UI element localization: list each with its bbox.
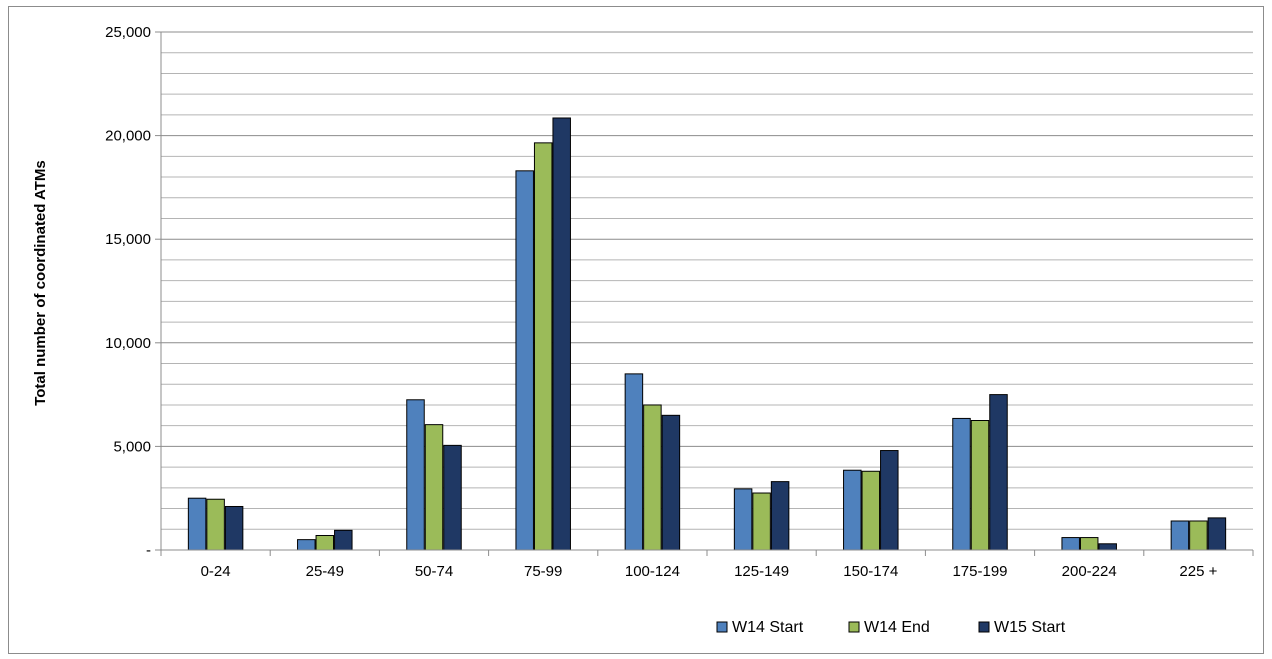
bar-w15-start-175-199: [989, 394, 1008, 551]
legend-swatch-w14-end: [848, 621, 860, 633]
y-tick-label: -: [146, 542, 151, 559]
bars: [187, 117, 1227, 551]
bar-w15-start-0-24: [224, 505, 244, 551]
bar-w14-start-125-149: [733, 488, 753, 551]
bar-w14-start-200-224: [1061, 537, 1080, 551]
bar-chart: - 5,000 10,000 15,000 20,000 25,000 0-24 25-49…: [32, 24, 1254, 636]
bar-w14-start-150-174: [843, 469, 862, 551]
bar-w15-start-200-224: [1098, 543, 1117, 551]
legend-swatch-w14-start: [716, 621, 728, 633]
bar-w15-start-25-49: [334, 529, 353, 551]
y-tick-label: 10,000: [105, 335, 151, 352]
y-axis-title: Total number of coordinated ATMs: [32, 160, 49, 406]
gridlines: [161, 31, 1253, 530]
y-tick-label: 20,000: [105, 128, 151, 145]
y-tick-label: 25,000: [105, 24, 151, 41]
bar-w14-end-100-124: [643, 404, 662, 551]
x-tick-label: 0-24: [201, 563, 231, 580]
bar-w14-end-125-149: [752, 492, 771, 551]
bar-w14-end-200-224: [1079, 537, 1099, 551]
legend-label: W14 Start: [732, 619, 804, 636]
x-tick-label: 100-124: [625, 563, 680, 580]
legend-swatch-w15-start: [978, 621, 990, 633]
bar-w14-start-75-99: [515, 170, 534, 551]
x-tick-label: 75-99: [524, 563, 562, 580]
x-tick-label: 150-174: [843, 563, 898, 580]
axes: [160, 32, 1253, 551]
bar-w14-end-225+: [1189, 520, 1208, 551]
bar-w14-start-225+: [1170, 520, 1190, 551]
chart-frame: - 5,000 10,000 15,000 20,000 25,000 0-24 25-49…: [8, 6, 1264, 654]
legend-label: W14 End: [864, 619, 930, 636]
x-tick-label: 200-224: [1062, 563, 1117, 580]
bar-w15-start-100-124: [661, 414, 681, 551]
y-tick-labels: - 5,000 10,000 15,000 20,000 25,000: [105, 24, 161, 559]
bar-w14-start-175-199: [952, 417, 971, 551]
bar-w15-start-150-174: [880, 450, 899, 551]
bar-w15-start-225+: [1207, 517, 1227, 551]
bar-w14-end-50-74: [424, 424, 444, 551]
x-tick-label: 225 +: [1179, 563, 1217, 580]
bar-w14-end-25-49: [315, 534, 335, 551]
bar-w14-end-75-99: [533, 142, 553, 551]
x-tick-label: 25-49: [306, 563, 344, 580]
x-tick-label: 175-199: [952, 563, 1007, 580]
y-tick-label: 5,000: [113, 438, 151, 455]
legend: W14 Start W14 End W15 Start: [716, 619, 1066, 636]
bar-w14-start-50-74: [406, 399, 425, 551]
bar-w14-start-100-124: [624, 373, 644, 551]
bar-w14-end-150-174: [861, 470, 881, 551]
bar-w14-start-25-49: [297, 539, 316, 551]
legend-label: W15 Start: [994, 619, 1066, 636]
bar-w15-start-75-99: [552, 117, 571, 551]
x-tick-labels: 0-24 25-49 50-74 75-99 100-124 125-149 150-174…: [160, 550, 1254, 580]
bar-w15-start-50-74: [443, 444, 462, 551]
x-tick-label: 125-149: [734, 563, 789, 580]
bar-w15-start-125-149: [770, 481, 790, 551]
bar-w14-end-175-199: [970, 420, 990, 551]
y-tick-label: 15,000: [105, 231, 151, 248]
x-tick-label: 50-74: [415, 563, 453, 580]
bar-w14-end-0-24: [206, 498, 225, 551]
bar-w14-start-0-24: [187, 497, 207, 551]
